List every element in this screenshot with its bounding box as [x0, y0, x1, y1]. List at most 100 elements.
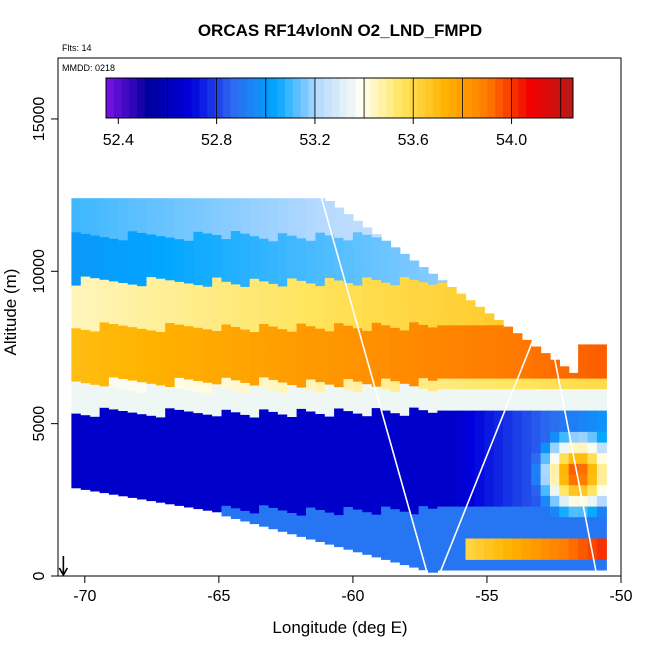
heatmap-cell: [484, 452, 495, 464]
heatmap-cell: [155, 224, 166, 237]
heatmap-cell: [596, 356, 607, 368]
heatmap-cell: [137, 221, 148, 233]
heatmap-cell: [296, 280, 307, 292]
heatmap-cell: [174, 270, 185, 282]
heatmap-cell: [315, 370, 326, 383]
heatmap-cell: [90, 298, 101, 311]
heatmap-cell: [418, 516, 429, 528]
heatmap-cell: [334, 471, 345, 484]
heatmap-cell: [221, 313, 232, 325]
heatmap-cell: [493, 409, 504, 422]
heatmap-cell: [446, 399, 457, 411]
heatmap-cell: [521, 559, 532, 571]
heatmap-cell: [465, 314, 476, 326]
heatmap-cell: [71, 455, 82, 467]
heatmap-cell: [212, 458, 223, 470]
heatmap-cell: [240, 222, 251, 234]
heatmap-cell: [249, 406, 260, 418]
heatmap-cell: [174, 462, 185, 474]
heatmap-cell: [371, 471, 382, 483]
heatmap-cell: [80, 233, 91, 245]
colorbar-segment: [230, 78, 239, 118]
heatmap-cell: [165, 333, 176, 345]
heatmap-cell: [531, 516, 542, 528]
heatmap-cell: [456, 505, 467, 518]
heatmap-cell: [249, 363, 260, 375]
heatmap-cell: [118, 250, 129, 262]
heatmap-cell: [259, 227, 270, 239]
heatmap-cell: [324, 266, 335, 278]
heatmap-cell: [249, 512, 260, 525]
heatmap-cell: [202, 275, 213, 287]
heatmap-cell: [465, 377, 476, 390]
heatmap-cell: [108, 451, 119, 463]
heatmap-cell: [221, 366, 232, 378]
heatmap-cell: [240, 328, 251, 341]
heatmap-cell: [127, 262, 138, 274]
heatmap-cell: [174, 198, 185, 208]
colorbar-segment: [300, 78, 309, 118]
heatmap-cell: [184, 325, 194, 337]
heatmap-cell: [221, 473, 232, 485]
heatmap-cell: [240, 435, 251, 447]
heatmap-cell: [587, 344, 598, 347]
heatmap-cell: [146, 468, 157, 480]
heatmap-cell: [531, 346, 542, 358]
heatmap-cell: [146, 233, 157, 246]
heatmap-cell: [465, 516, 476, 528]
heatmap-cell: [146, 329, 157, 342]
heatmap-cell: [409, 460, 420, 472]
heatmap-cell: [221, 281, 232, 293]
heatmap-cell: [399, 297, 410, 310]
heatmap-cell: [474, 516, 485, 528]
colorbar-segment: [347, 78, 356, 118]
heatmap-cell: [71, 199, 82, 211]
heatmap-cell: [296, 514, 307, 527]
heatmap-cell: [568, 548, 579, 560]
heatmap-cell: [155, 342, 166, 354]
heatmap-cell: [474, 484, 485, 496]
heatmap-cell: [559, 473, 570, 486]
heatmap-cell: [596, 463, 607, 475]
heatmap-cell: [390, 380, 401, 392]
heatmap-cell: [418, 484, 429, 496]
heatmap-cell: [568, 377, 579, 390]
heatmap-cell: [381, 388, 392, 400]
heatmap-cell: [362, 543, 373, 555]
x-axis-label: Longitude (deg E): [272, 618, 407, 637]
heatmap-cell: [193, 231, 204, 243]
heatmap-cell: [578, 344, 589, 347]
heatmap-cell: [127, 465, 138, 477]
heatmap-cell: [118, 229, 129, 241]
heatmap-cell: [165, 354, 176, 366]
heatmap-cell: [409, 364, 420, 376]
heatmap-cell: [249, 267, 260, 279]
heatmap-cell: [184, 400, 194, 412]
heatmap-cell: [343, 410, 354, 422]
heatmap-cell: [202, 211, 213, 223]
heatmap-cell: [465, 356, 476, 368]
heatmap-cell: [484, 377, 495, 390]
heatmap-cell: [146, 340, 157, 352]
heatmap-cell: [155, 427, 166, 439]
x-tick-label: -60: [341, 588, 364, 605]
heatmap-cell: [550, 452, 560, 464]
heatmap-cell: [174, 206, 185, 218]
heatmap-cell: [484, 473, 495, 486]
heatmap-cell: [99, 353, 110, 366]
heatmap-cell: [184, 410, 194, 423]
heatmap-cell: [540, 537, 551, 550]
heatmap-cell: [550, 559, 560, 571]
heatmap-cell: [249, 198, 260, 205]
heatmap-cell: [587, 367, 598, 379]
heatmap-cell: [409, 311, 420, 323]
heatmap-cell: [474, 409, 485, 422]
heatmap-cell: [381, 452, 392, 464]
colorbar-segment: [137, 78, 146, 118]
y-tick-label: 15000: [31, 97, 48, 142]
heatmap-cell: [315, 274, 326, 287]
heatmap-cell: [334, 418, 345, 430]
heatmap-cell: [259, 472, 270, 484]
heatmap-cell: [428, 486, 438, 499]
heatmap-cell: [362, 234, 373, 246]
